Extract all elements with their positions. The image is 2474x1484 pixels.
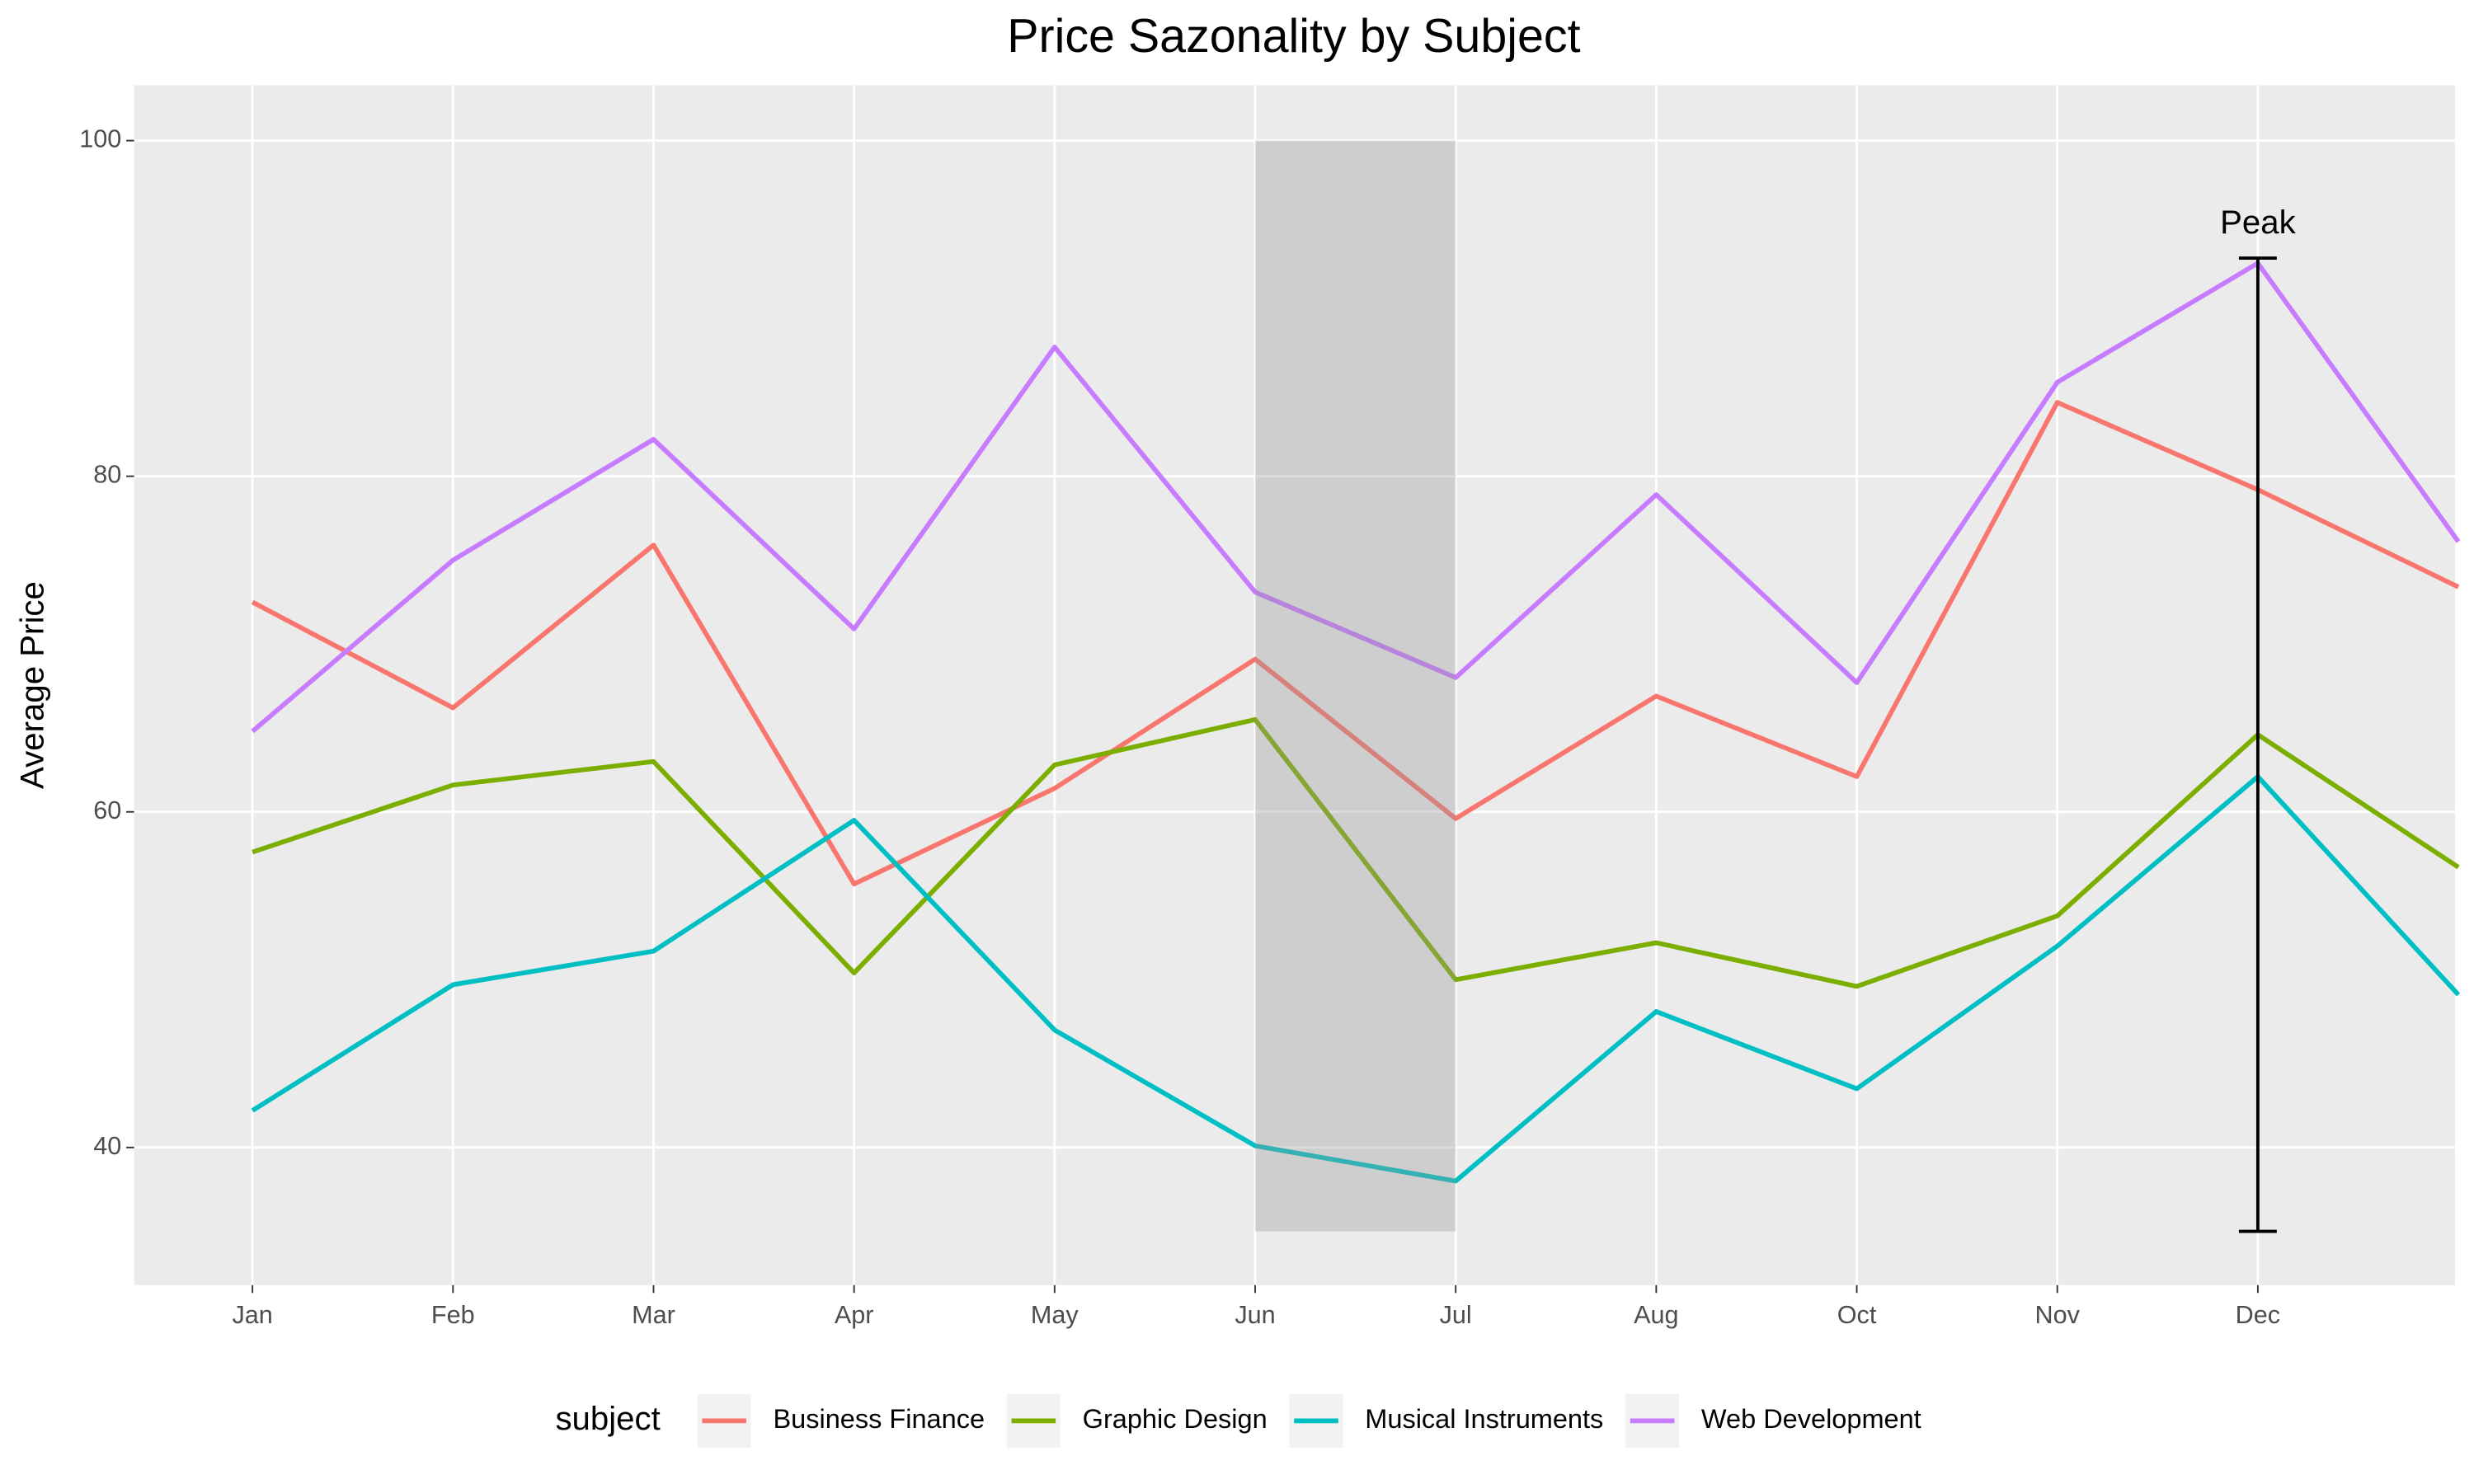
y-tick-label: 60: [93, 796, 121, 824]
x-tick-label: Jun: [1235, 1301, 1275, 1329]
legend-label: Web Development: [1701, 1404, 1921, 1434]
x-tick-label: Oct: [1837, 1301, 1877, 1329]
x-tick-label: Nov: [2034, 1301, 2080, 1329]
shaded-region: [1255, 140, 1456, 1232]
annotation: Peak: [2220, 204, 2296, 241]
y-tick-label: 80: [93, 461, 121, 489]
legend-label: Graphic Design: [1083, 1404, 1268, 1434]
x-tick-label: Jan: [232, 1301, 272, 1329]
x-tick-label: Apr: [835, 1301, 874, 1329]
series-line: [252, 716, 2460, 989]
series-line: [251, 400, 2460, 887]
series-line: [251, 774, 2461, 1184]
x-tick-label: Feb: [431, 1301, 475, 1329]
x-tick-label: Aug: [1634, 1301, 1678, 1329]
x-tick-label: Mar: [632, 1301, 675, 1329]
error-bar: [2238, 256, 2277, 1233]
legend-title: subject: [555, 1400, 660, 1437]
y-tick-label: 40: [93, 1132, 121, 1160]
x-tick-label: Jul: [1440, 1301, 1472, 1329]
x-tick-label: Dec: [2236, 1301, 2280, 1329]
x-tick-label: May: [1031, 1301, 1079, 1329]
chart-title: Price Sazonality by Subject: [1007, 10, 1580, 63]
series-line: [251, 261, 2461, 734]
panel: [134, 85, 2456, 1285]
y-axis-label: Average Price: [14, 581, 51, 789]
legend-label: Business Finance: [774, 1404, 985, 1434]
y-tick-label: 100: [79, 125, 121, 153]
legend-label: Musical Instruments: [1365, 1404, 1603, 1434]
